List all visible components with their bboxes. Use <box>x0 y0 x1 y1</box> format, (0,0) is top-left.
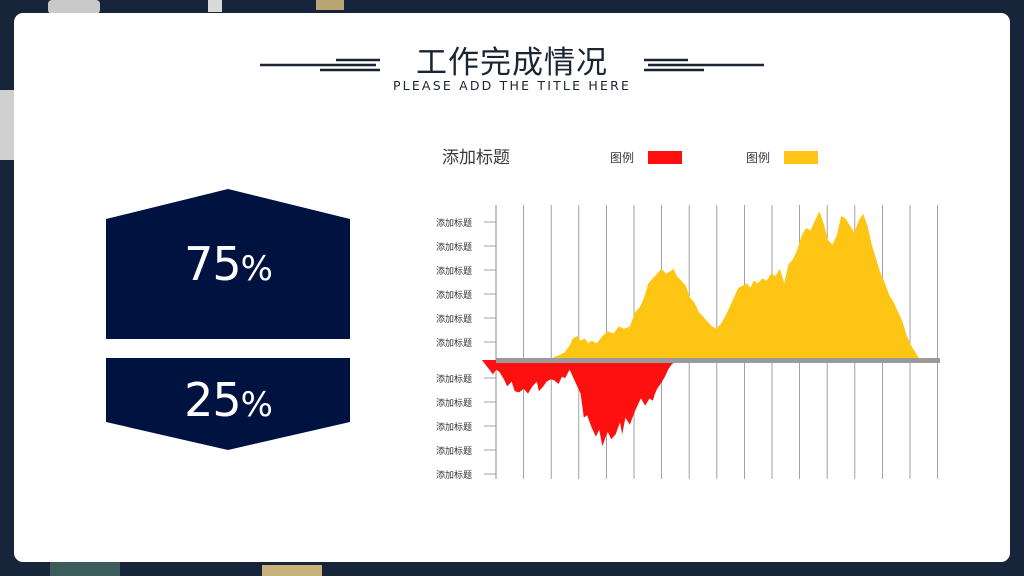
y-tick-label: 添加标题 <box>436 469 472 481</box>
left-title-decoration <box>260 58 380 72</box>
stat-box-bottom: 25% <box>106 358 350 450</box>
y-tick-label: 添加标题 <box>436 217 472 229</box>
stat-box-bottom-shape <box>106 358 350 450</box>
series-red-area <box>482 360 677 447</box>
legend-swatch-yellow <box>784 151 819 164</box>
legend-item-yellow: 图例 <box>746 149 819 166</box>
legend-label-red: 图例 <box>610 151 635 165</box>
stat-box-top-shape <box>106 189 350 339</box>
legend-label-yellow: 图例 <box>746 151 771 165</box>
y-tick-label: 添加标题 <box>436 265 472 277</box>
y-tick-label: 添加标题 <box>436 397 472 409</box>
stat-number-top: 75 <box>184 237 242 291</box>
series-yellow-area <box>482 211 920 360</box>
page-title: 工作完成情况 <box>416 45 608 81</box>
right-title-decoration <box>644 58 764 72</box>
y-tick-label: 添加标题 <box>436 241 472 253</box>
page-subtitle: PLEASE ADD THE TITLE HERE <box>392 78 632 93</box>
y-tick-label: 添加标题 <box>436 421 472 433</box>
y-tick-label: 添加标题 <box>436 313 472 325</box>
title-block: 工作完成情况 PLEASE ADD THE TITLE HERE <box>14 13 1010 123</box>
y-tick-label: 添加标题 <box>436 445 472 457</box>
y-tick-label: 添加标题 <box>436 289 472 301</box>
y-tick-label: 添加标题 <box>436 337 472 349</box>
area-chart: 添加标题添加标题添加标题添加标题添加标题添加标题添加标题添加标题添加标题添加标题… <box>436 205 940 481</box>
stat-unit-bottom: % <box>240 385 273 425</box>
slide-card: 工作完成情况 PLEASE ADD THE TITLE HERE 75% 25%… <box>14 13 1010 562</box>
y-tick-label: 添加标题 <box>436 373 472 385</box>
stat-number-bottom: 25 <box>184 373 242 427</box>
zero-baseline <box>496 358 940 363</box>
stat-box-top: 75% <box>106 189 350 339</box>
stat-unit-top: % <box>240 249 273 289</box>
legend-swatch-red <box>648 151 683 164</box>
stat-value-bottom: 25% <box>184 373 273 427</box>
chart-title: 添加标题 <box>442 148 510 168</box>
stat-value-top: 75% <box>184 237 273 291</box>
legend-item-red: 图例 <box>610 149 683 166</box>
